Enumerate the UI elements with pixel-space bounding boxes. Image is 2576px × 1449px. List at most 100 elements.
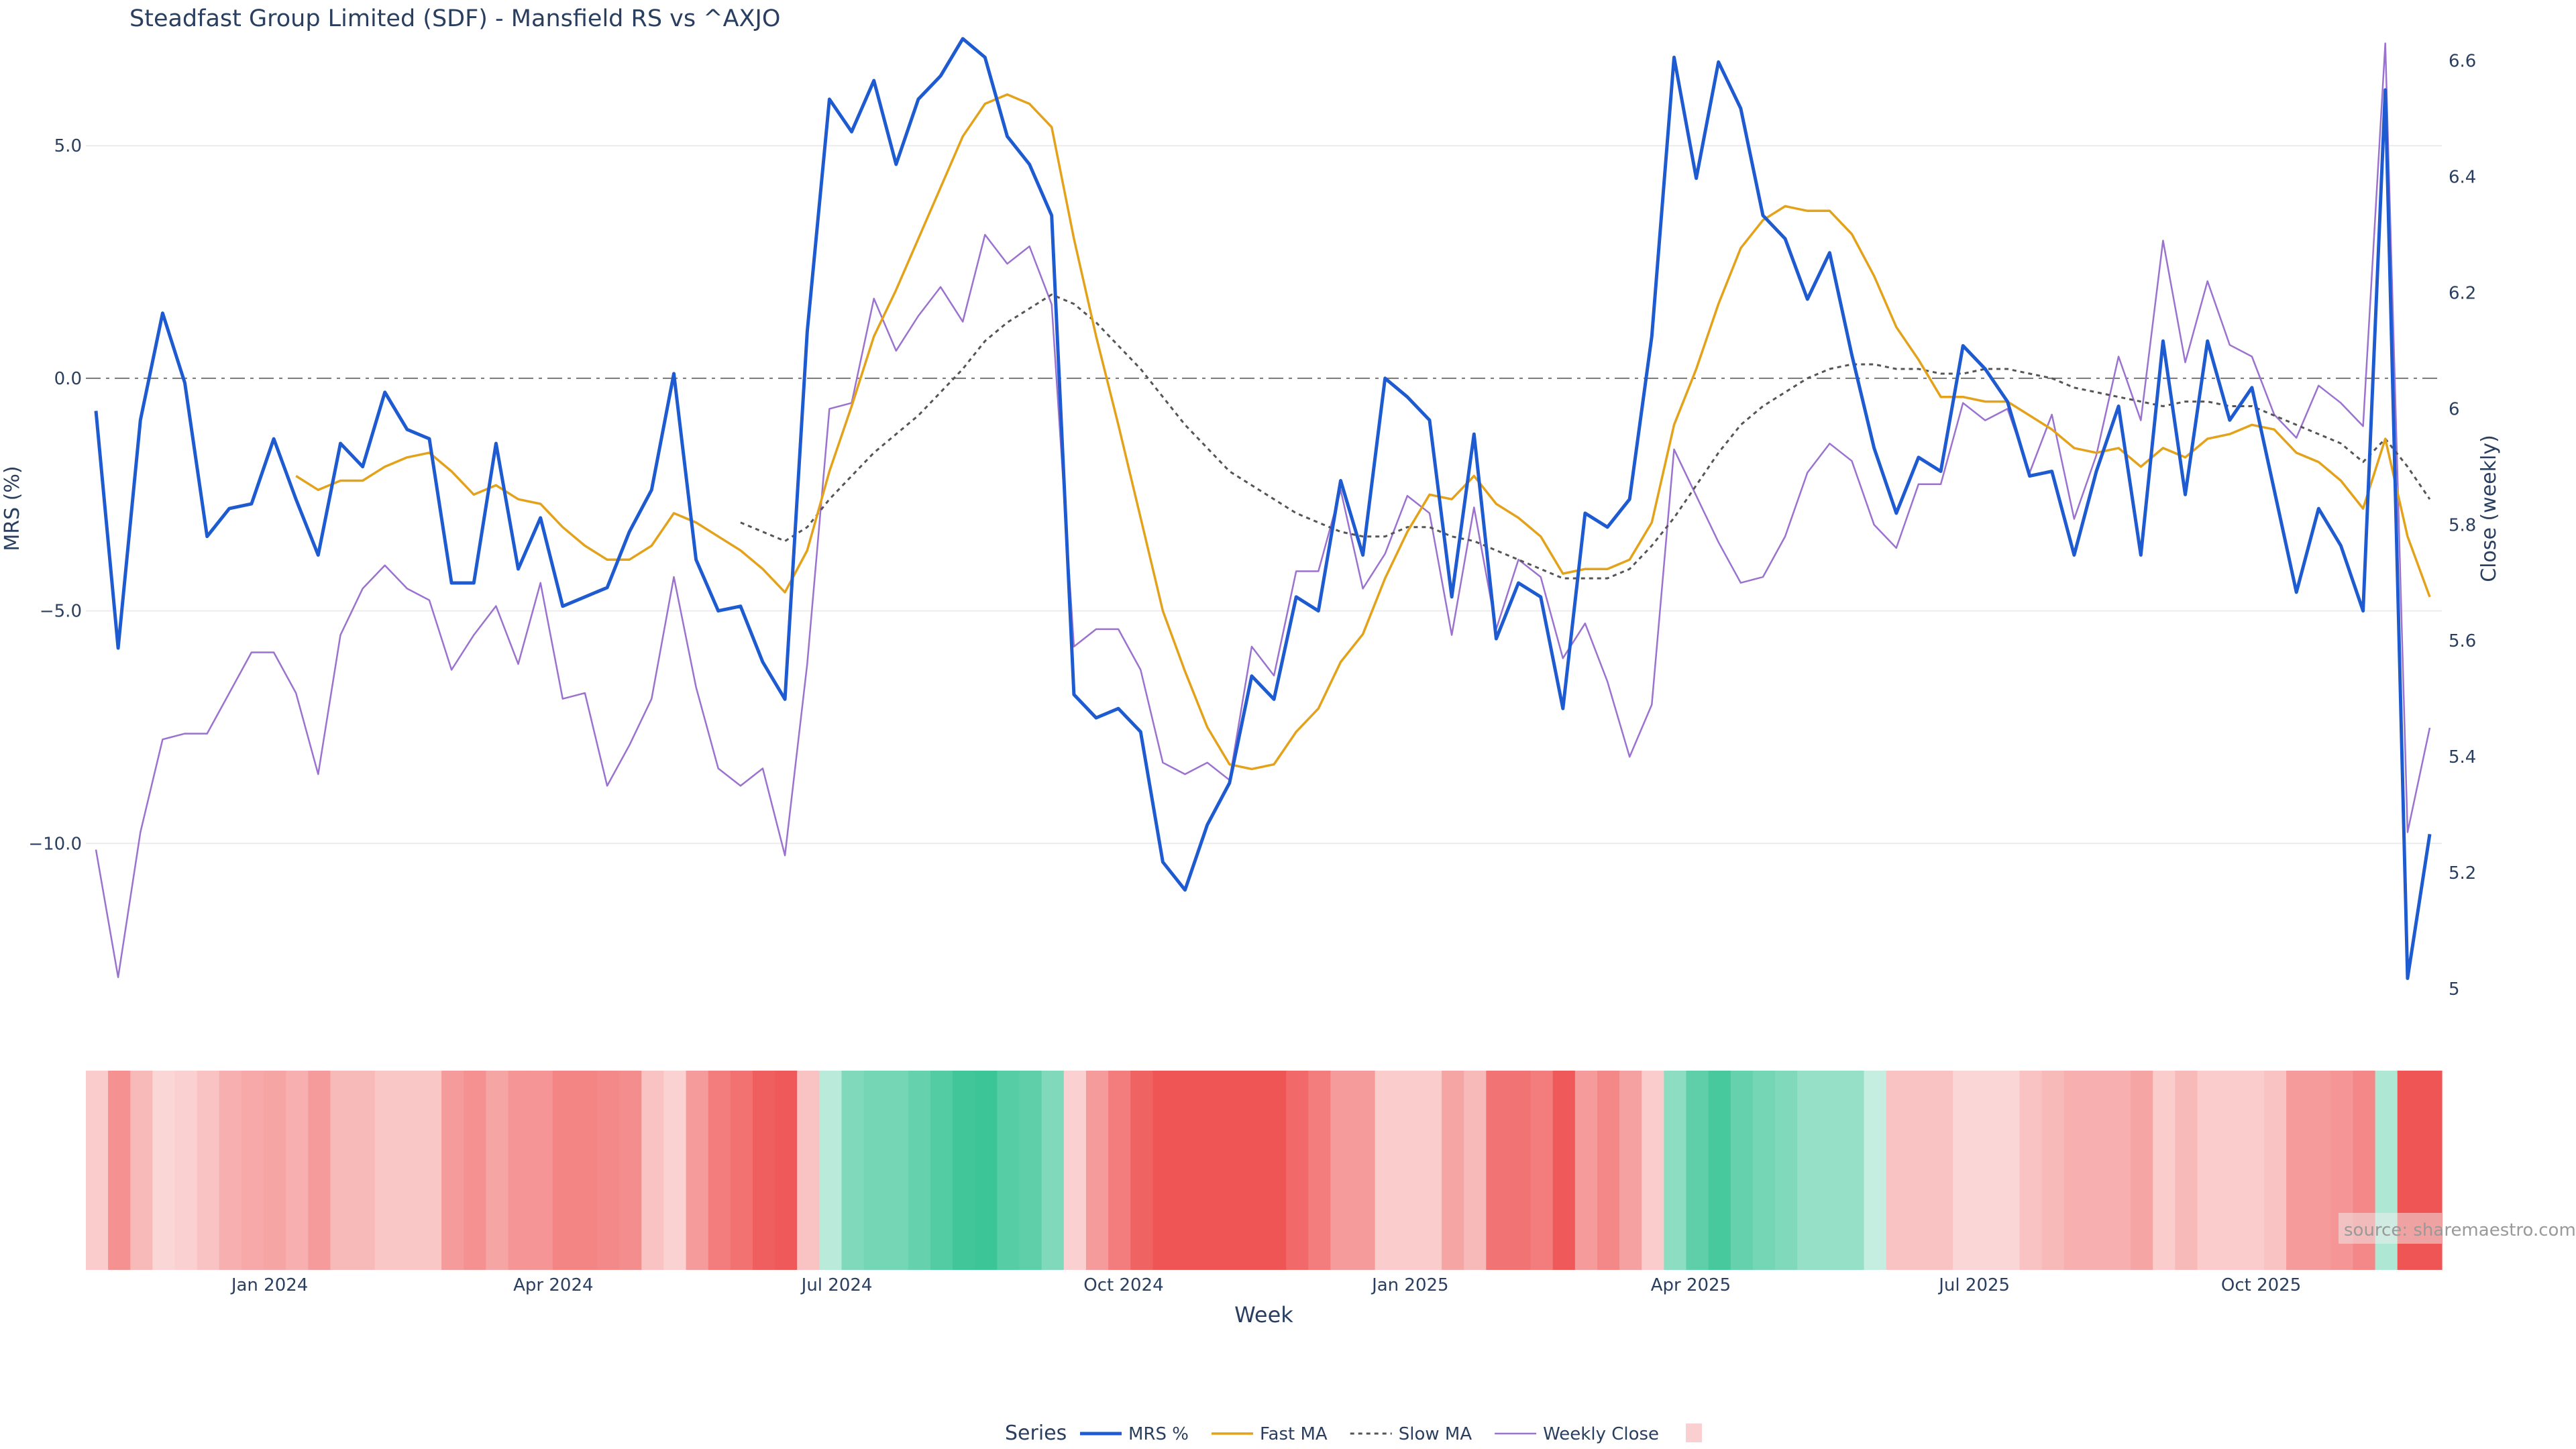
heatmap-cell <box>1397 1071 1420 1270</box>
heatmap-cell <box>2153 1071 2176 1270</box>
heatmap-cell <box>552 1071 576 1270</box>
series-line-weekly-close <box>95 42 2431 979</box>
heatmap-cell <box>663 1071 687 1270</box>
heatmap-cell <box>797 1071 820 1270</box>
series-line-mrs <box>94 37 2432 980</box>
heatmap-cell <box>1330 1071 1354 1270</box>
heatmap-cell <box>1619 1071 1642 1270</box>
heatmap-cell <box>2175 1071 2198 1270</box>
heatmap-cell <box>264 1071 286 1270</box>
heatmap-cell <box>1108 1071 1131 1270</box>
heatmap-cell <box>219 1071 242 1270</box>
heatmap-cell <box>1152 1071 1176 1270</box>
right-axis-title: Close (weekly) <box>2477 435 2501 582</box>
heatmap-cell <box>1219 1071 1242 1270</box>
heatmap-cell <box>530 1071 553 1270</box>
legend-item[interactable]: Weekly Close <box>1495 1424 1659 1444</box>
heatmap-cell <box>1708 1071 1731 1270</box>
heatmap-cell <box>2019 1071 2043 1270</box>
heatmap-cell <box>597 1071 620 1270</box>
heatmap-cell <box>1241 1071 1265 1270</box>
legend-item[interactable]: MRS % <box>1080 1424 1189 1444</box>
right-tick-label: 5.4 <box>2449 747 2476 767</box>
x-tick-label: Oct 2025 <box>2221 1275 2301 1295</box>
heatmap-cell <box>1953 1071 1976 1270</box>
heatmap-cell <box>241 1071 264 1270</box>
heatmap-cell <box>2219 1071 2243 1270</box>
legend-item[interactable]: Fast MA <box>1211 1424 1328 1444</box>
heatmap-cell <box>1085 1071 1109 1270</box>
main-plot <box>86 37 2442 980</box>
heatmap-cell <box>1442 1071 1464 1270</box>
heatmap-cell <box>1041 1071 1065 1270</box>
heatmap-cell <box>1130 1071 1153 1270</box>
source-note: source: sharemaestro.com <box>2344 1220 2576 1240</box>
heatmap-cell <box>1841 1071 1865 1270</box>
heatmap-cell <box>1375 1071 1398 1270</box>
heatmap-cell <box>374 1071 398 1270</box>
heatmap-cell <box>1730 1071 1754 1270</box>
heatmap-cell <box>330 1071 354 1270</box>
heatmap-cell <box>2041 1071 2065 1270</box>
heatmap-cell <box>197 1071 220 1270</box>
legend-heatmap-swatch[interactable] <box>1686 1424 1703 1442</box>
heatmap-cell <box>1574 1071 1598 1270</box>
heatmap-cell <box>2263 1071 2287 1270</box>
legend: Series MRS % Fast MA Slow MA Weekly Close <box>1005 1421 1703 1445</box>
heatmap-cell <box>1552 1071 1576 1270</box>
heatmap-cell <box>1752 1071 1776 1270</box>
heatmap-cell <box>108 1071 131 1270</box>
legend-label: MRS % <box>1128 1424 1189 1444</box>
heatmap-cell <box>708 1071 731 1270</box>
x-tick-label: Jan 2025 <box>1371 1275 1449 1295</box>
heatmap-cell <box>1997 1071 2021 1270</box>
heatmap-cell <box>130 1071 153 1270</box>
heatmap-cell <box>508 1071 531 1270</box>
x-tick-label: Jan 2024 <box>230 1275 309 1295</box>
heatmap-cell <box>1264 1071 1287 1270</box>
heatmap-cell <box>1486 1071 1509 1270</box>
heatmap-cell <box>1886 1071 1909 1270</box>
series-line-slow-ma <box>740 293 2431 580</box>
heatmap-cell <box>2241 1071 2265 1270</box>
heatmap-cell <box>2131 1071 2153 1270</box>
grid-lines <box>86 145 2442 845</box>
heatmap-cell <box>174 1071 198 1270</box>
heatmap-cell <box>152 1071 176 1270</box>
heatmap-cell <box>2308 1071 2331 1270</box>
heatmap-cell <box>730 1071 753 1270</box>
x-axis: Jan 2024 Apr 2024 Jul 2024 Oct 2024 Jan 2025… <box>230 1275 2301 1295</box>
heatmap-cell <box>641 1071 665 1270</box>
heatmap-cell <box>308 1071 331 1270</box>
heatmap-cell <box>908 1071 931 1270</box>
heatmap-cell <box>1063 1071 1087 1270</box>
legend-item[interactable]: Slow MA <box>1350 1424 1472 1444</box>
heatmap-cell <box>752 1071 775 1270</box>
right-axis: 6.6 6.4 6.2 6 5.8 5.6 5.4 5.2 5 <box>2449 52 2476 1000</box>
x-tick-label: Jul 2024 <box>800 1275 873 1295</box>
heatmap-cell <box>1819 1071 1843 1270</box>
right-tick-label: 6.4 <box>2449 167 2476 187</box>
heatmap-cell <box>1775 1071 1798 1270</box>
heatmap-cell <box>441 1071 464 1270</box>
heatmap-cell <box>1464 1071 1487 1270</box>
x-tick-label: Apr 2025 <box>1651 1275 1731 1295</box>
heatmap-cell <box>1286 1071 1309 1270</box>
heatmap-cell <box>1864 1071 1887 1270</box>
heatmap-cell <box>819 1071 843 1270</box>
heatmap-cell <box>1664 1071 1687 1270</box>
legend-label: Weekly Close <box>1543 1424 1659 1444</box>
heatmap-cell <box>486 1071 509 1270</box>
heatmap-cell <box>686 1071 709 1270</box>
legend-title: Series <box>1005 1421 1067 1445</box>
left-tick-label: −5.0 <box>40 602 82 622</box>
heatmap-cell <box>1530 1071 1554 1270</box>
heatmap-cell <box>1975 1071 1998 1270</box>
heatmap-cell <box>1019 1071 1042 1270</box>
heatmap-cell <box>352 1071 376 1270</box>
heatmap-cell <box>1642 1071 1664 1270</box>
mrs-heatmap-strip <box>86 1071 2443 1270</box>
heatmap-cell <box>775 1071 798 1270</box>
heatmap-cell <box>885 1071 909 1270</box>
